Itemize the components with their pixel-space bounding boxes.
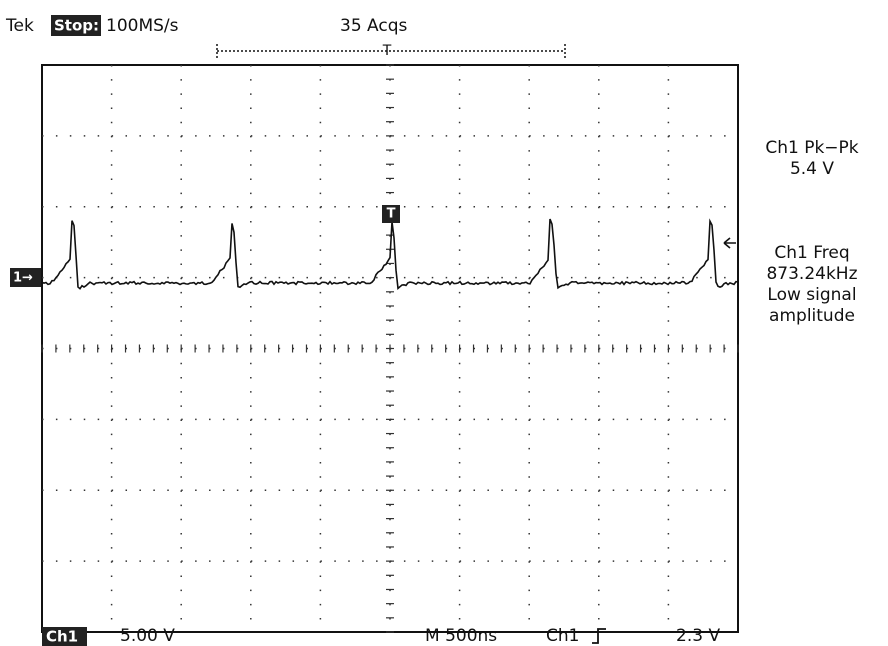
freq-label: Ch1 Freq xyxy=(774,243,849,263)
ground-marker-box xyxy=(10,268,41,287)
freq-value: 873.24kHz xyxy=(766,264,857,284)
channel: Ch1 xyxy=(46,628,78,646)
note-line: Low signal xyxy=(767,285,856,305)
trigger-source: Ch1 xyxy=(546,626,579,646)
sample-rate: 100MS/s xyxy=(106,16,179,36)
volts-per-div: 5.00 V xyxy=(120,626,175,646)
note-line: amplitude xyxy=(769,306,855,326)
timebase: M 500ns xyxy=(425,626,497,646)
trigger-level: 2.3 V xyxy=(676,626,720,646)
trigger-marker: T xyxy=(387,207,396,222)
acquisitions: 35 Acqs xyxy=(340,16,408,36)
record-bracket xyxy=(216,44,566,58)
pk-pk-label: Ch1 Pk−Pk xyxy=(765,138,858,158)
graticule xyxy=(41,64,739,633)
status-box xyxy=(51,15,101,36)
channel-box xyxy=(42,627,87,646)
trigger-slope xyxy=(592,628,606,644)
trigger-marker-box xyxy=(382,205,400,223)
pk-pk-value: 5.4 V xyxy=(790,159,834,179)
level-arrow xyxy=(723,237,736,249)
waveform xyxy=(41,218,739,290)
trigger-position: T xyxy=(382,43,392,59)
status: Stop: xyxy=(54,17,99,35)
ground-marker: 1→ xyxy=(13,271,33,286)
brand: Tek xyxy=(5,16,34,36)
